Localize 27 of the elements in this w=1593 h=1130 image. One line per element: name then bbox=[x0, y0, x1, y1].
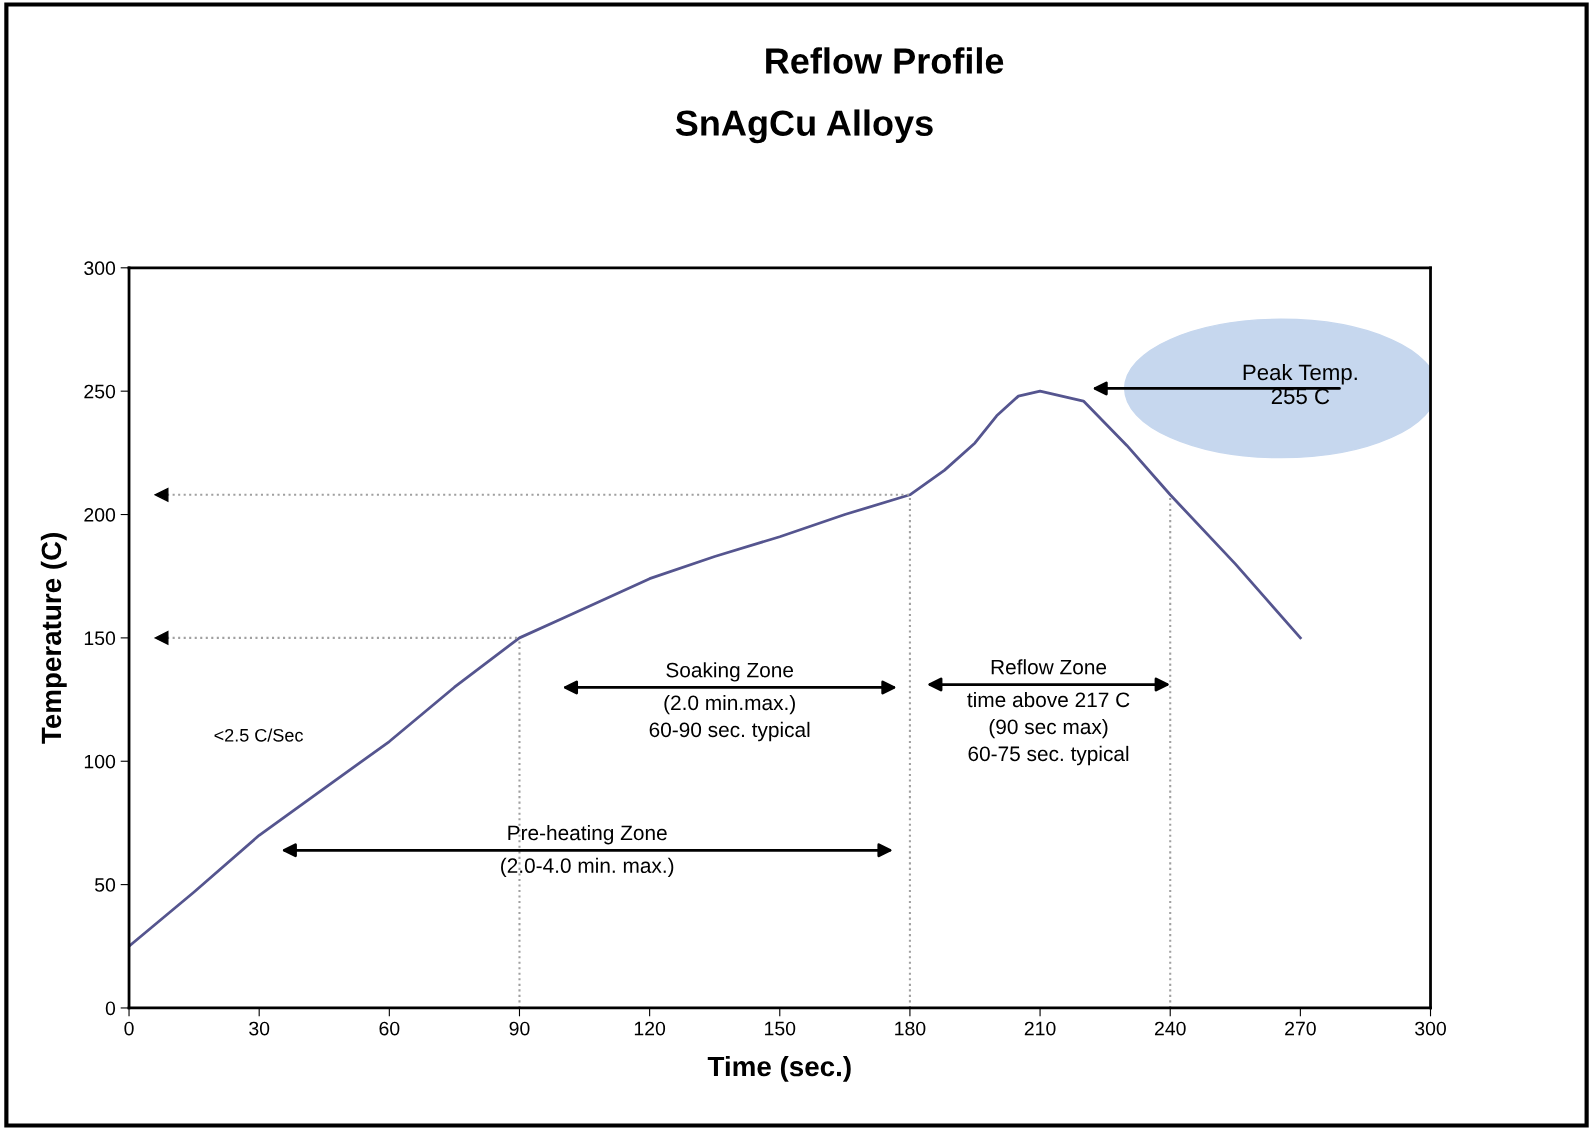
annotation: Reflow Zone time above 217 C (90 sec max) 60-75 sec. typical bbox=[967, 659, 1130, 766]
y-tick-label: 100 bbox=[84, 754, 116, 769]
annotation: Peak Temp. 255 C bbox=[1243, 363, 1357, 405]
x-tick-label: 30 bbox=[249, 1021, 270, 1036]
x-tick-label: 150 bbox=[765, 1021, 796, 1036]
x-tick-label: 210 bbox=[1024, 1021, 1056, 1036]
chart-title: Reflow Profile bbox=[766, 47, 1004, 74]
y-tick-label: 150 bbox=[84, 631, 116, 646]
y-axis-title: Temperature (C) bbox=[40, 533, 67, 744]
annotation: Soaking Zone (2.0 min.max.) 60-90 sec. typical bbox=[649, 662, 810, 742]
y-tick-label: 50 bbox=[94, 878, 116, 892]
y-tick-label: 300 bbox=[84, 261, 116, 276]
x-tick-label: 240 bbox=[1154, 1021, 1186, 1036]
x-tick-label: 270 bbox=[1285, 1021, 1316, 1036]
x-tick-label: 120 bbox=[634, 1021, 666, 1036]
chart-subtitle: SnAgCu Alloys bbox=[675, 109, 933, 144]
y-tick-label: 250 bbox=[84, 384, 116, 399]
x-tick-label: 180 bbox=[895, 1021, 926, 1036]
x-axis-title: Time (sec.) bbox=[707, 1055, 851, 1082]
annotation: Pre-heating Zone (2.0-4.0 min. max.) bbox=[501, 824, 674, 878]
y-tick-label: 0 bbox=[105, 1001, 116, 1016]
x-tick-label: 60 bbox=[379, 1021, 400, 1036]
annotation: <2.5 C/Sec bbox=[214, 728, 303, 742]
x-tick-label: 300 bbox=[1415, 1021, 1446, 1036]
x-tick-label: 0 bbox=[124, 1021, 134, 1036]
x-tick-label: 90 bbox=[509, 1021, 530, 1036]
y-tick-label: 200 bbox=[84, 507, 116, 522]
